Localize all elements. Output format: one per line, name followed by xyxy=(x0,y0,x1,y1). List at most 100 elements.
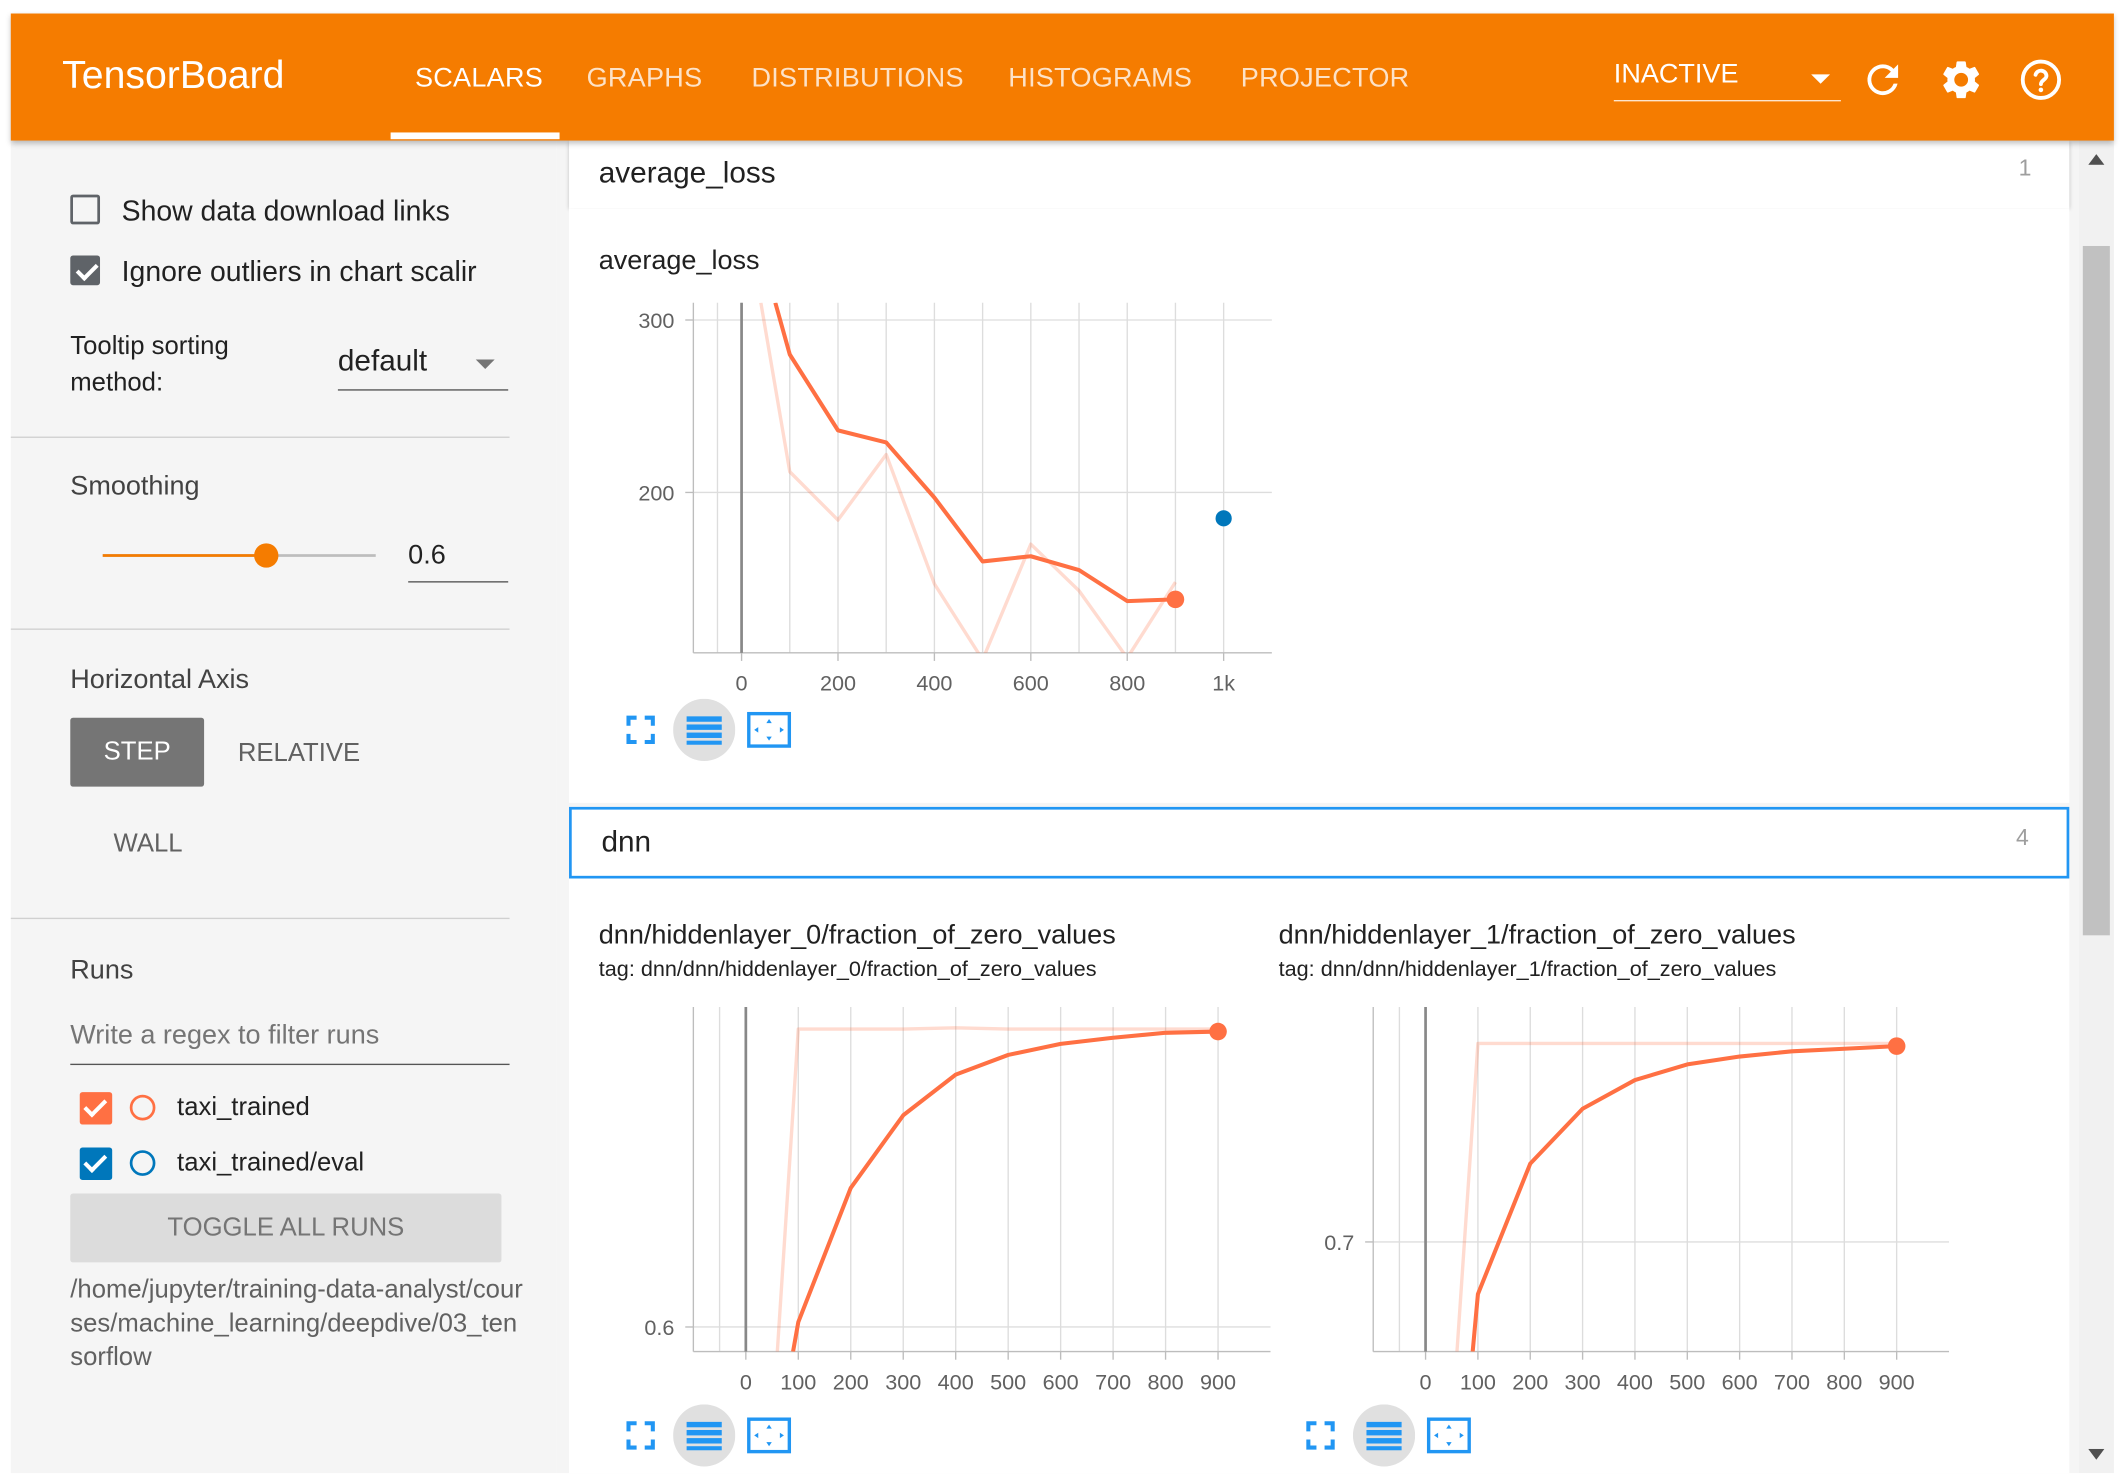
x-tick-label: 400 xyxy=(938,1369,974,1394)
chart-title: dnn/hiddenlayer_0/fraction_of_zero_value… xyxy=(598,920,1116,951)
x-tick-label: 500 xyxy=(1669,1369,1705,1394)
chart-title: dnn/hiddenlayer_1/fraction_of_zero_value… xyxy=(1278,920,1796,951)
smoothed-series-line xyxy=(773,302,1176,604)
vertical-scrollbar[interactable] xyxy=(2078,140,2114,1474)
log-scale-icon[interactable] xyxy=(1352,1404,1416,1467)
category-header-average-loss[interactable]: average_loss 1 xyxy=(569,140,2070,209)
run-label-taxi-trained-eval: taxi_trained/eval xyxy=(177,1148,365,1178)
x-tick-label: 0 xyxy=(740,1369,752,1394)
log-scale-icon[interactable] xyxy=(673,698,736,761)
run-checkbox-taxi-trained[interactable] xyxy=(79,1092,113,1125)
y-tick-label: 200 xyxy=(638,481,674,506)
section-divider xyxy=(10,917,510,920)
scroll-down-icon[interactable] xyxy=(2088,1448,2105,1460)
log-scale-icon[interactable] xyxy=(673,1404,736,1467)
fit-domain-icon[interactable] xyxy=(738,1404,800,1466)
plot-group: 0 200 400 600 800 1k 200 300 xyxy=(638,302,1272,696)
tab-histograms[interactable]: HISTOGRAMS xyxy=(1008,63,1193,94)
y-tick-label: 300 xyxy=(638,308,674,333)
fit-domain-icon[interactable] xyxy=(1418,1404,1480,1466)
x-tick-label: 200 xyxy=(833,1369,869,1394)
tooltip-sorting-value: default xyxy=(337,343,428,378)
active-tab-indicator xyxy=(390,132,560,140)
toggle-all-runs-button[interactable]: TOGGLE ALL RUNS xyxy=(70,1193,502,1263)
runs-label: Runs xyxy=(70,955,134,986)
category-count: 4 xyxy=(2015,824,2029,851)
fullscreen-icon[interactable] xyxy=(610,699,672,761)
run-filter-input[interactable]: Write a regex to filter runs xyxy=(70,1020,510,1066)
run-color-swatch[interactable] xyxy=(129,1094,156,1121)
gear-icon[interactable] xyxy=(1938,57,1984,103)
refresh-icon[interactable] xyxy=(1860,57,1906,103)
x-tick-label: 100 xyxy=(1460,1369,1496,1394)
chart-tag: tag: dnn/dnn/hiddenlayer_1/fraction_of_z… xyxy=(1278,958,1777,982)
tab-scalars[interactable]: SCALARS xyxy=(414,63,544,94)
smoothing-slider-fill xyxy=(102,554,267,557)
x-tick-label: 600 xyxy=(1043,1369,1079,1394)
x-tick-label: 800 xyxy=(1826,1369,1862,1394)
axis-relative-button[interactable]: RELATIVE xyxy=(237,739,361,768)
ignore-outliers-label: Ignore outliers in chart scalir xyxy=(121,256,477,288)
y-tick-label: 0.7 xyxy=(1324,1230,1354,1255)
raw-series-line xyxy=(775,1026,1219,1352)
category-name: average_loss xyxy=(598,155,776,190)
raw-series-line xyxy=(759,302,1177,653)
x-tick-label: 800 xyxy=(1109,671,1145,696)
tab-projector[interactable]: PROJECTOR xyxy=(1240,63,1410,94)
inactive-plugins-dropdown[interactable]: INACTIVE xyxy=(1613,59,1841,102)
help-icon[interactable] xyxy=(2018,57,2064,103)
category-panel-dnn: dnn/hiddenlayer_0/fraction_of_zero_value… xyxy=(569,878,2070,1474)
show-download-links-label: Show data download links xyxy=(121,195,450,228)
tab-graphs[interactable]: GRAPHS xyxy=(586,63,703,94)
run-label-taxi-trained: taxi_trained xyxy=(177,1093,310,1122)
tooltip-sorting-dropdown[interactable]: default xyxy=(337,341,509,391)
plot-group: 0 100 200 300 400 500 600 700 800 900 0.6 xyxy=(644,1006,1271,1394)
series-endpoint xyxy=(1887,1037,1906,1055)
fit-domain-icon[interactable] xyxy=(738,699,800,761)
x-tick-label: 400 xyxy=(916,671,952,696)
x-tick-label: 0 xyxy=(1420,1369,1432,1394)
run-checkbox-taxi-trained-eval[interactable] xyxy=(79,1147,113,1180)
axis-wall-button[interactable]: WALL xyxy=(113,829,183,859)
section-divider xyxy=(10,628,510,630)
chevron-down-icon xyxy=(1811,74,1831,84)
ignore-outliers-checkbox[interactable] xyxy=(70,255,101,286)
x-tick-label: 300 xyxy=(885,1369,921,1394)
smoothing-label: Smoothing xyxy=(70,471,200,502)
fullscreen-icon[interactable] xyxy=(1289,1404,1351,1466)
category-panel-average-loss: average_loss 0 200 400 600 800 1k 200 300 xyxy=(569,208,2070,803)
dropdown-value: INACTIVE xyxy=(1613,59,1739,90)
smoothed-series-line xyxy=(791,1029,1219,1352)
series-endpoint xyxy=(1209,1022,1227,1041)
logdir-path: /home/jupyter/training-data-analyst/cour… xyxy=(70,1275,523,1372)
smoothing-slider-knob[interactable] xyxy=(254,543,279,568)
x-tick-label: 200 xyxy=(1512,1369,1548,1394)
plot-group: 0 100 200 300 400 500 600 700 800 900 0.7 xyxy=(1324,1006,1950,1394)
smoothing-value-input[interactable]: 0.6 xyxy=(408,541,509,583)
fullscreen-icon[interactable] xyxy=(610,1404,672,1466)
smoothed-series-line xyxy=(1470,1044,1897,1352)
app-title: TensorBoard xyxy=(62,54,285,98)
y-tick-label: 0.6 xyxy=(644,1315,674,1340)
x-tick-label: 600 xyxy=(1013,671,1049,696)
hiddenlayer-0-chart[interactable]: 0 100 200 300 400 500 600 700 800 900 0.6 0 100 200 30… xyxy=(569,879,2069,1474)
category-header-dnn[interactable]: dnn 4 xyxy=(569,806,2070,879)
average-loss-chart[interactable]: 0 200 400 600 800 1k 200 300 xyxy=(569,208,2069,803)
chart-tag: tag: dnn/dnn/hiddenlayer_0/fraction_of_z… xyxy=(598,958,1097,982)
scrollbar-thumb[interactable] xyxy=(2082,245,2110,936)
x-tick-label: 900 xyxy=(1879,1369,1915,1394)
scroll-up-icon[interactable] xyxy=(2088,154,2105,165)
section-divider xyxy=(10,436,510,438)
x-tick-label: 100 xyxy=(780,1369,816,1394)
tab-distributions[interactable]: DISTRIBUTIONS xyxy=(751,63,964,94)
axis-step-button[interactable]: STEP xyxy=(70,717,205,787)
tooltip-sorting-label: Tooltip sorting method: xyxy=(70,332,229,398)
x-tick-label: 500 xyxy=(990,1369,1026,1394)
x-tick-label: 700 xyxy=(1095,1369,1131,1394)
x-tick-label: 400 xyxy=(1617,1369,1653,1394)
sidebar: Show data download links Ignore outliers… xyxy=(10,140,557,1474)
scalars-main-pane: average_loss 1 average_loss 0 200 400 600 80… xyxy=(556,140,2079,1474)
run-color-swatch[interactable] xyxy=(129,1150,156,1176)
show-download-links-checkbox[interactable] xyxy=(70,194,101,225)
